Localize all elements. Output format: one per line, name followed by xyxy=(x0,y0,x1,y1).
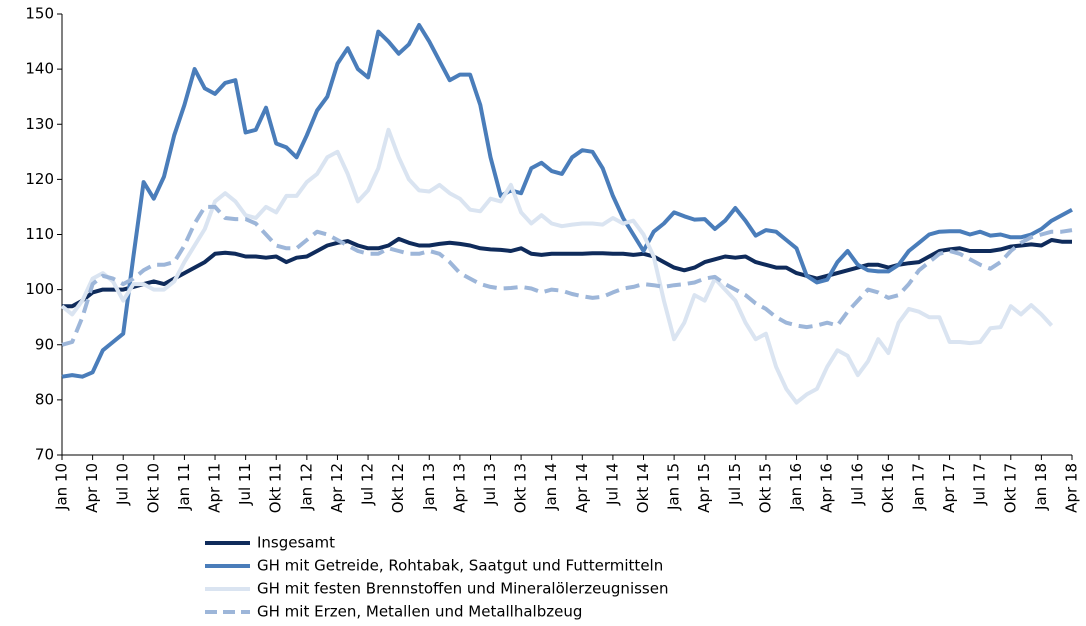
x-tick-label: Jan 12 xyxy=(297,463,315,511)
x-tick-label: Okt 13 xyxy=(512,463,530,513)
x-tick-label: Apr 11 xyxy=(206,463,224,513)
x-tick-label: Jan 16 xyxy=(787,463,805,511)
series-line xyxy=(61,23,1073,379)
legend-label: GH mit festen Brennstoffen und Mineralöl… xyxy=(257,580,668,598)
x-tick-label: Jan 17 xyxy=(909,463,927,511)
x-tick-label: Jan 15 xyxy=(665,463,683,511)
x-tick-label: Jul 15 xyxy=(726,463,744,506)
x-tick-label: Jul 17 xyxy=(971,463,989,506)
x-tick-label: Okt 10 xyxy=(144,463,162,513)
legend-label: GH mit Getreide, Rohtabak, Saatgut und F… xyxy=(257,557,663,575)
y-tick-label: 120 xyxy=(25,170,54,188)
y-tick-label: 90 xyxy=(35,335,54,353)
x-tick-label: Okt 14 xyxy=(634,463,652,513)
x-tick-label: Jul 13 xyxy=(481,463,499,506)
legend-label: Insgesamt xyxy=(257,534,335,552)
series-line xyxy=(60,127,1054,405)
y-tick-label: 70 xyxy=(35,446,54,464)
x-tick-label: Apr 16 xyxy=(818,463,836,513)
series-line xyxy=(61,204,1073,347)
y-tick-label: 80 xyxy=(35,390,54,408)
x-tick-label: Jan 14 xyxy=(542,463,560,511)
legend-label: GH mit Erzen, Metallen und Metallhalbzeu… xyxy=(257,603,582,621)
x-tick-label: Jul 14 xyxy=(603,463,621,506)
x-tick-label: Okt 15 xyxy=(756,463,774,513)
y-tick-label: 150 xyxy=(25,5,54,23)
x-tick-label: Jan 13 xyxy=(420,463,438,511)
series-line xyxy=(62,236,1072,309)
y-tick-label: 110 xyxy=(25,225,54,243)
x-tick-label: Jan 18 xyxy=(1032,463,1050,511)
x-tick-label: Jul 16 xyxy=(848,463,866,506)
x-tick-label: Jan 11 xyxy=(175,463,193,511)
x-tick-label: Apr 12 xyxy=(328,463,346,513)
y-tick-label: 130 xyxy=(25,115,54,133)
x-tick-label: Jul 10 xyxy=(114,463,132,506)
x-tick-label: Apr 13 xyxy=(450,463,468,513)
x-tick-label: Okt 17 xyxy=(1001,463,1019,513)
x-tick-label: Apr 17 xyxy=(940,463,958,513)
x-tick-label: Jul 11 xyxy=(236,463,254,506)
x-tick-label: Jan 10 xyxy=(53,463,71,511)
x-tick-label: Okt 12 xyxy=(389,463,407,513)
x-tick-label: Apr 15 xyxy=(695,463,713,513)
x-tick-label: Okt 11 xyxy=(267,463,285,513)
y-tick-label: 140 xyxy=(25,60,54,78)
y-tick-label: 100 xyxy=(25,280,54,298)
x-tick-label: Apr 18 xyxy=(1063,463,1081,513)
x-tick-label: Apr 10 xyxy=(83,463,101,513)
x-tick-label: Okt 16 xyxy=(879,463,897,513)
x-tick-label: Apr 14 xyxy=(573,463,591,513)
x-tick-label: Jul 12 xyxy=(359,463,377,506)
